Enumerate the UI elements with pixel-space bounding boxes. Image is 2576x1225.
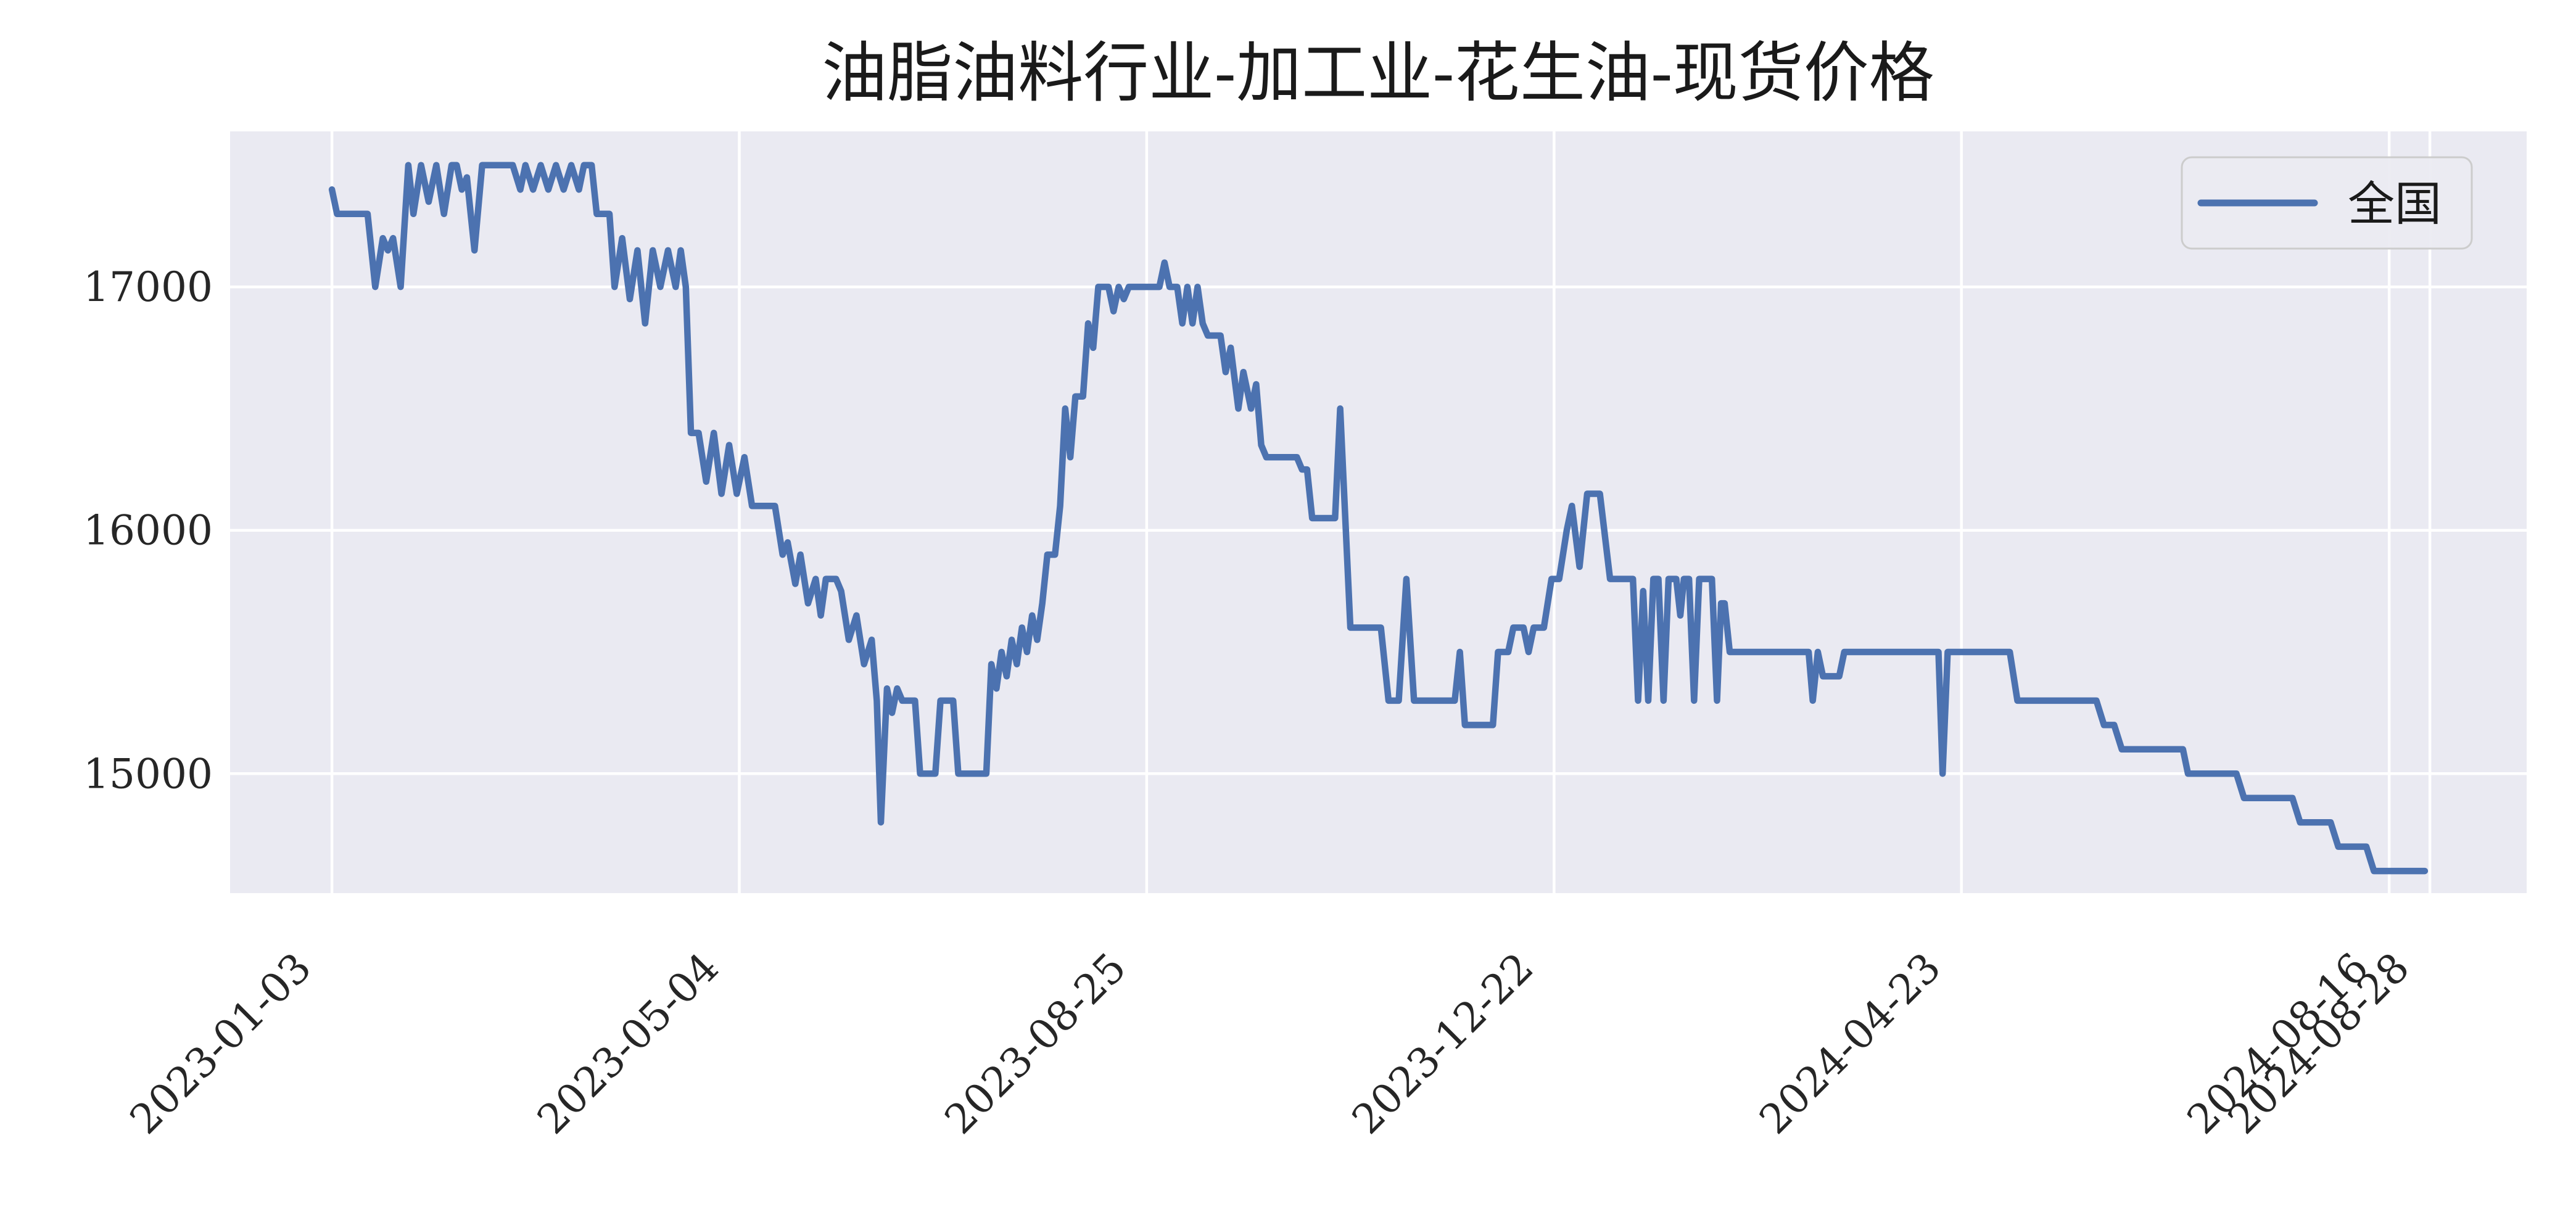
legend-label: 全国 (2348, 176, 2442, 231)
chart-title: 油脂油料行业-加工业-花生油-现货价格 (822, 35, 1934, 111)
x-tick-label: 2023-12-22 (1343, 944, 1543, 1144)
y-tick-label: 16000 (83, 507, 213, 555)
price-line-series (328, 162, 2429, 875)
y-tick-label: 17000 (83, 263, 213, 311)
y-tick-label: 15000 (83, 750, 213, 798)
x-tick-label: 2024-04-23 (1750, 944, 1950, 1144)
legend[interactable]: 全国 (2181, 156, 2473, 250)
y-axis-tick-labels: 17000 16000 15000 (83, 263, 213, 798)
gridlines (230, 131, 2527, 893)
x-tick-label: 2023-05-04 (528, 944, 728, 1144)
x-tick-label: 2023-01-03 (121, 944, 321, 1144)
legend-box (2181, 156, 2473, 250)
x-axis-tick-labels: 2023-01-03 2023-05-04 2023-08-25 2023-12-22… (121, 944, 2419, 1144)
plot-area (230, 131, 2527, 893)
x-tick-label: 2023-08-25 (936, 944, 1136, 1144)
